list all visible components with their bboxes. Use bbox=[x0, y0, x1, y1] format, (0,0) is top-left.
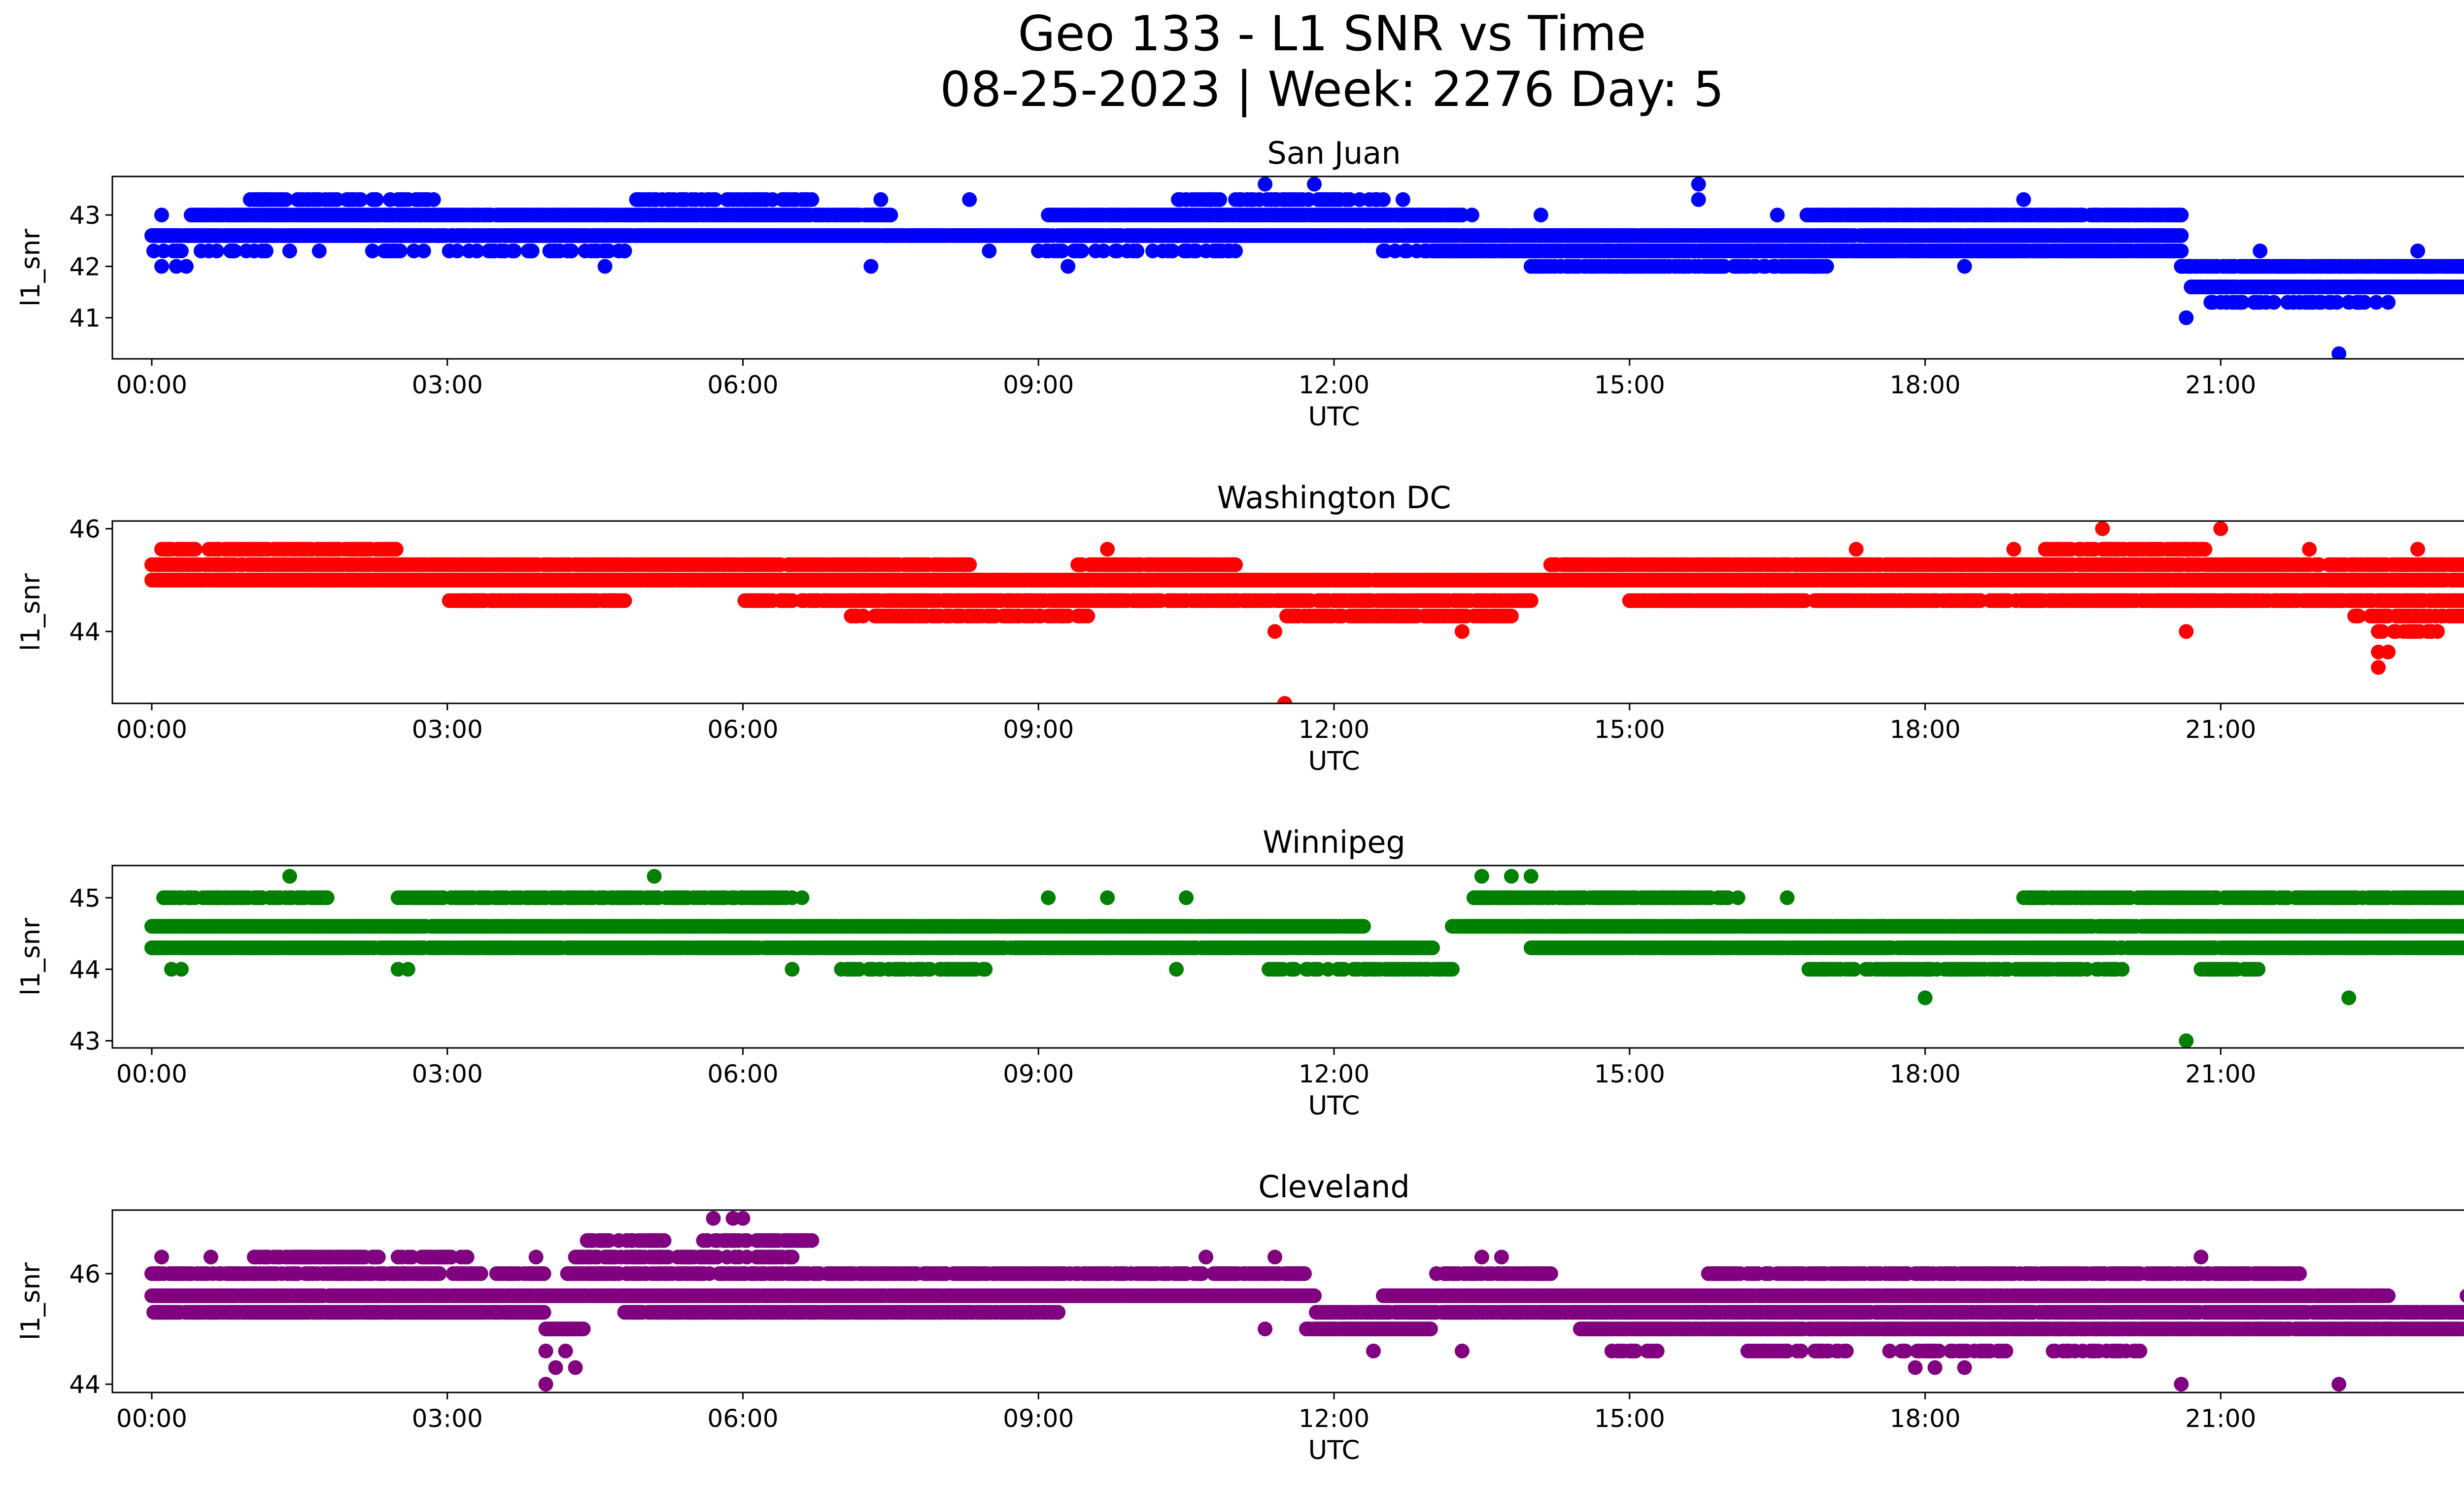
data-point bbox=[617, 243, 632, 259]
data-point bbox=[863, 259, 879, 274]
data-point bbox=[1691, 192, 1706, 207]
x-axis-label: UTC bbox=[1308, 402, 1360, 432]
data-point bbox=[353, 192, 368, 207]
x-tick-label: 18:00 bbox=[1889, 371, 1960, 399]
y-axis-label: l1_snr bbox=[16, 229, 46, 307]
data-point bbox=[311, 243, 327, 259]
data-point bbox=[708, 192, 723, 207]
data-point bbox=[388, 542, 404, 557]
data-point bbox=[2381, 295, 2396, 310]
data-point bbox=[2174, 228, 2189, 243]
data-point bbox=[1691, 176, 1706, 192]
data-point bbox=[982, 243, 997, 259]
data-point bbox=[278, 192, 293, 207]
data-point bbox=[1819, 259, 1834, 274]
data-point bbox=[178, 259, 194, 274]
data-point bbox=[2369, 295, 2384, 310]
data-point bbox=[1074, 243, 1090, 259]
data-point bbox=[1055, 243, 1070, 259]
data-point bbox=[1165, 243, 1180, 259]
data-point bbox=[2016, 192, 2031, 207]
data-point bbox=[2462, 281, 2464, 293]
data-point bbox=[1612, 243, 1627, 259]
data-point bbox=[2266, 295, 2282, 310]
data-point bbox=[2462, 574, 2464, 586]
data-point bbox=[282, 243, 297, 259]
figure-title-line-1: Geo 133 - L1 SNR vs Time bbox=[1018, 6, 1646, 62]
data-point bbox=[392, 243, 408, 259]
data-point bbox=[1395, 192, 1410, 207]
data-point bbox=[1533, 208, 1548, 223]
data-point bbox=[1464, 208, 1479, 223]
x-tick-label: 12:00 bbox=[1299, 371, 1369, 399]
data-point bbox=[2462, 559, 2464, 570]
data-point bbox=[1258, 176, 1273, 192]
data-point bbox=[597, 259, 613, 274]
data-point bbox=[1061, 259, 1076, 274]
y-tick-label: 41 bbox=[69, 304, 101, 333]
subplot-title: Washington DC bbox=[1217, 480, 1451, 516]
data-point bbox=[2235, 295, 2250, 310]
data-point bbox=[2462, 261, 2464, 272]
data-point bbox=[2357, 295, 2372, 310]
data-point bbox=[154, 259, 169, 274]
data-point bbox=[548, 243, 563, 259]
data-point bbox=[1228, 243, 1243, 259]
data-point bbox=[962, 557, 977, 572]
data-point bbox=[416, 243, 431, 259]
data-point bbox=[209, 243, 224, 259]
data-point bbox=[1957, 259, 1972, 274]
y-tick-label: 42 bbox=[69, 252, 101, 281]
data-point bbox=[1307, 176, 1322, 192]
data-point bbox=[2253, 243, 2268, 259]
data-point bbox=[469, 243, 484, 259]
x-tick-label: 15:00 bbox=[1594, 371, 1665, 399]
x-tick-label: 21:00 bbox=[2185, 371, 2256, 399]
data-point bbox=[804, 192, 820, 207]
data-point bbox=[524, 243, 540, 259]
x-tick-label: 03:00 bbox=[412, 371, 483, 399]
data-point bbox=[173, 243, 189, 259]
data-point bbox=[1376, 192, 1391, 207]
data-point bbox=[2329, 295, 2345, 310]
subplot-title: San Juan bbox=[1267, 135, 1401, 171]
data-point bbox=[223, 243, 238, 259]
data-points bbox=[144, 176, 2464, 359]
data-point bbox=[1129, 243, 1145, 259]
data-point bbox=[1770, 208, 1785, 223]
data-point bbox=[154, 208, 169, 223]
data-point bbox=[449, 243, 465, 259]
data-point bbox=[187, 542, 203, 557]
data-point bbox=[883, 208, 898, 223]
subplot-panels: San Juan 00:00 03:00 06:00 09:00 12:00 15:00 18… bbox=[16, 135, 2464, 1465]
data-point bbox=[564, 243, 579, 259]
data-point bbox=[1228, 557, 1243, 572]
data-point bbox=[1212, 192, 1228, 207]
data-point bbox=[873, 192, 889, 207]
data-point bbox=[258, 243, 274, 259]
data-points bbox=[144, 521, 2464, 703]
data-point bbox=[369, 192, 384, 207]
data-point bbox=[1096, 243, 1111, 259]
data-point bbox=[2174, 208, 2189, 223]
data-point bbox=[2213, 295, 2228, 310]
subplot-san-juan: San Juan 00:00 03:00 06:00 09:00 12:00 15:00 18… bbox=[16, 135, 2464, 432]
data-point bbox=[2331, 346, 2347, 359]
data-point bbox=[2410, 243, 2426, 259]
figure-title-line-2: 08-25-2023 | Week: 2276 Day: 5 bbox=[940, 62, 1724, 118]
data-point bbox=[962, 192, 977, 207]
y-tick-label: 43 bbox=[69, 201, 101, 230]
x-tick-label: 06:00 bbox=[707, 371, 778, 399]
data-point bbox=[2174, 243, 2189, 259]
data-point bbox=[365, 243, 380, 259]
data-point bbox=[426, 192, 441, 207]
x-tick-label: 09:00 bbox=[1003, 371, 1074, 399]
x-tick-label: 00:00 bbox=[116, 371, 187, 399]
data-point bbox=[2179, 310, 2194, 325]
data-point bbox=[507, 243, 522, 259]
